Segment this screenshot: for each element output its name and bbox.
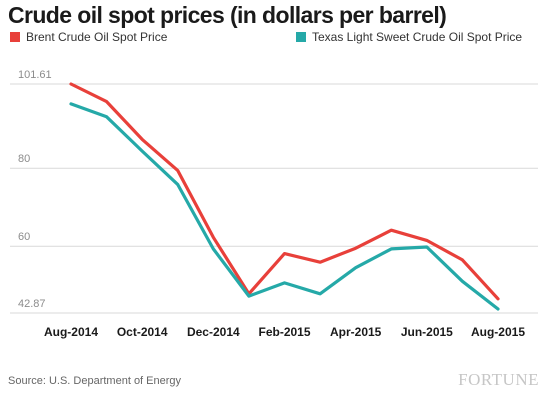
legend-label-brent: Brent Crude Oil Spot Price bbox=[26, 30, 168, 44]
x-tick-label-6: Aug-2015 bbox=[471, 325, 525, 339]
series-line-brent bbox=[69, 82, 500, 301]
x-tick-label-4: Apr-2015 bbox=[330, 325, 382, 339]
x-tick-label-2: Dec-2014 bbox=[187, 325, 240, 339]
x-tick-label-5: Jun-2015 bbox=[401, 325, 453, 339]
y-tick-label-1: 60 bbox=[18, 231, 30, 243]
legend-swatch-texas bbox=[296, 32, 306, 42]
x-tick-label-1: Oct-2014 bbox=[117, 325, 168, 339]
series-line-texas bbox=[69, 102, 500, 311]
chart-title: Crude oil spot prices (in dollars per ba… bbox=[8, 2, 447, 28]
source-note: Source: U.S. Department of Energy bbox=[8, 375, 182, 387]
y-tick-label-2: 80 bbox=[18, 153, 30, 165]
legend-swatch-brent bbox=[10, 32, 20, 42]
legend-item-texas: Texas Light Sweet Crude Oil Spot Price bbox=[296, 30, 522, 44]
x-tick-label-3: Feb-2015 bbox=[258, 325, 310, 339]
legend-item-brent: Brent Crude Oil Spot Price bbox=[10, 30, 167, 44]
legend-label-texas: Texas Light Sweet Crude Oil Spot Price bbox=[312, 30, 523, 44]
brand-logo: FORTUNE bbox=[458, 370, 539, 389]
x-tick-label-0: Aug-2014 bbox=[44, 325, 98, 339]
y-tick-label-0: 42.87 bbox=[18, 298, 46, 310]
y-tick-label-3: 101.61 bbox=[18, 69, 52, 81]
